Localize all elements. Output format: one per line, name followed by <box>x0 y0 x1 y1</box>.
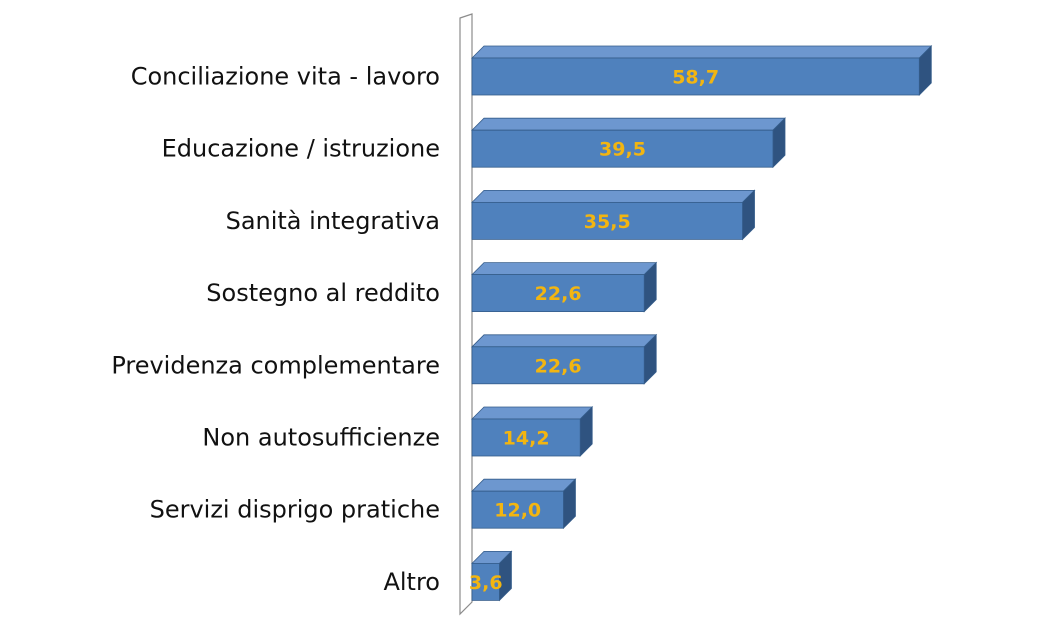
bar-top-face <box>471 406 594 420</box>
bar <box>471 418 581 457</box>
bar <box>471 563 500 601</box>
bar <box>471 490 564 529</box>
axis-layer <box>459 13 473 616</box>
axis-wall <box>459 13 473 616</box>
bar-group <box>471 406 594 457</box>
bar-top-face <box>471 262 658 276</box>
bar-group <box>471 333 658 385</box>
bar <box>471 274 645 313</box>
category-label: Previdenza complementare <box>111 351 440 379</box>
bar <box>471 57 920 96</box>
data-label: 58,7 <box>672 67 719 89</box>
data-label: 14,2 <box>503 428 550 450</box>
bar-top-face <box>471 478 577 492</box>
category-label: Conciliazione vita - lavoro <box>131 63 440 91</box>
bar <box>471 346 645 385</box>
bar-group <box>471 478 577 530</box>
bar <box>471 129 774 168</box>
data-label: 12,0 <box>494 500 541 522</box>
bar <box>471 201 743 240</box>
category-label: Altro <box>383 568 440 596</box>
data-label: 22,6 <box>535 283 582 305</box>
data-label: 3,6 <box>469 572 503 594</box>
category-label: Educazione / istruzione <box>162 135 440 163</box>
bars-layer <box>471 45 933 602</box>
data-label: 35,5 <box>584 211 631 233</box>
bar-top-face <box>471 117 786 131</box>
category-label: Non autosufficienze <box>202 424 440 452</box>
category-label: Sostegno al reddito <box>206 279 440 307</box>
bar-top-face <box>471 334 658 348</box>
category-label: Sanità integrativa <box>226 207 440 235</box>
bar-group <box>471 117 786 169</box>
bar-group <box>471 550 513 602</box>
labels-layer: 58,7 Conciliazione vita - lavoro 39,5 Educa… <box>111 63 719 596</box>
data-label: 22,6 <box>535 355 582 377</box>
bar-top-face <box>471 189 756 203</box>
bar-top-face <box>471 45 933 59</box>
data-label: 39,5 <box>599 139 646 161</box>
bar-group <box>471 45 933 96</box>
category-label: Servizi disprigo pratiche <box>150 496 440 524</box>
bar-group <box>471 189 756 241</box>
bar-group <box>471 261 658 313</box>
